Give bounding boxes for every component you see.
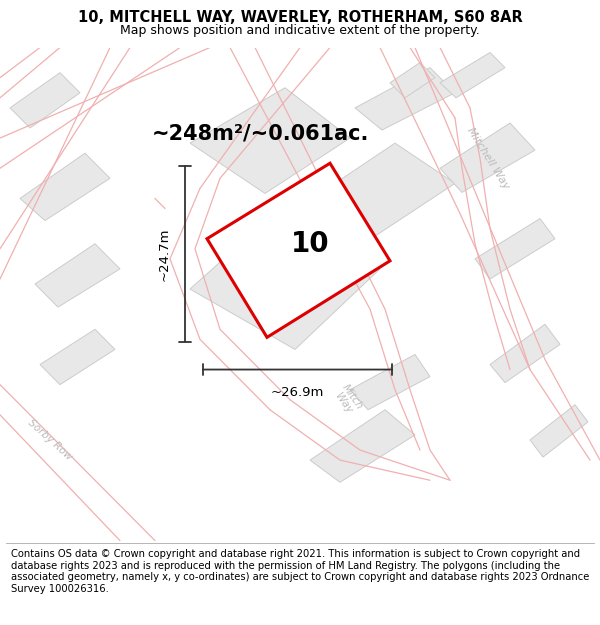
- Text: 10, MITCHELL WAY, WAVERLEY, ROTHERHAM, S60 8AR: 10, MITCHELL WAY, WAVERLEY, ROTHERHAM, S…: [77, 9, 523, 24]
- Polygon shape: [0, 48, 210, 168]
- Polygon shape: [190, 209, 380, 349]
- Polygon shape: [190, 88, 350, 193]
- Polygon shape: [20, 153, 110, 221]
- Polygon shape: [390, 62, 435, 98]
- Polygon shape: [155, 48, 270, 209]
- Polygon shape: [340, 48, 600, 460]
- Polygon shape: [355, 68, 455, 130]
- Polygon shape: [350, 354, 430, 410]
- Polygon shape: [207, 163, 390, 338]
- Text: Mitch
Way: Mitch Way: [331, 382, 365, 418]
- Polygon shape: [310, 410, 415, 482]
- Polygon shape: [40, 329, 115, 384]
- Polygon shape: [0, 384, 155, 541]
- Text: ~26.9m: ~26.9m: [271, 386, 324, 399]
- Polygon shape: [0, 48, 130, 279]
- Text: Contains OS data © Crown copyright and database right 2021. This information is : Contains OS data © Crown copyright and d…: [11, 549, 589, 594]
- Polygon shape: [305, 143, 455, 242]
- Text: Map shows position and indicative extent of the property.: Map shows position and indicative extent…: [120, 24, 480, 37]
- Polygon shape: [440, 52, 505, 98]
- Text: 10: 10: [290, 230, 329, 258]
- Polygon shape: [440, 123, 535, 192]
- Polygon shape: [200, 48, 450, 480]
- Text: Mitchell Way: Mitchell Way: [465, 126, 511, 191]
- Text: ~248m²/~0.061ac.: ~248m²/~0.061ac.: [151, 123, 368, 143]
- Polygon shape: [530, 405, 588, 457]
- Polygon shape: [475, 219, 555, 279]
- Text: Sorby Row: Sorby Row: [26, 418, 74, 462]
- Polygon shape: [10, 72, 80, 128]
- Polygon shape: [35, 244, 120, 307]
- Text: ~24.7m: ~24.7m: [158, 227, 171, 281]
- Polygon shape: [490, 324, 560, 382]
